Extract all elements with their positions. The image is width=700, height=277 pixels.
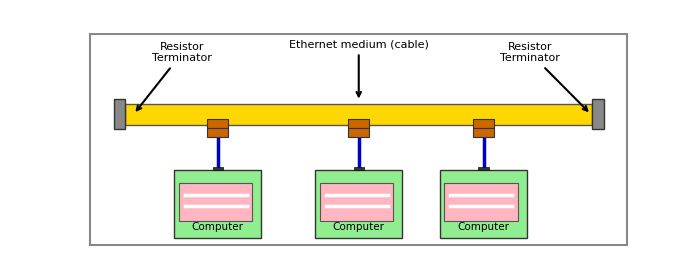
Bar	[178, 183, 253, 221]
Bar	[473, 119, 494, 129]
Bar	[592, 99, 604, 129]
Text: Ethernet medium (cable): Ethernet medium (cable)	[289, 40, 428, 96]
Bar	[213, 167, 223, 170]
Bar	[315, 170, 402, 238]
Text: Resistor
Terminator: Resistor Terminator	[136, 42, 212, 110]
Bar	[113, 99, 125, 129]
Text: Computer: Computer	[458, 222, 510, 232]
Bar	[320, 183, 393, 221]
Text: Resistor
Terminator: Resistor Terminator	[500, 42, 587, 111]
Bar	[473, 129, 494, 137]
Bar	[174, 170, 261, 238]
Bar	[349, 129, 369, 137]
Bar	[354, 167, 364, 170]
Bar	[207, 119, 228, 129]
Bar	[125, 104, 592, 125]
Bar	[349, 119, 369, 129]
Bar	[207, 129, 228, 137]
Bar	[440, 170, 527, 238]
Text: Computer: Computer	[192, 222, 244, 232]
Text: Computer: Computer	[332, 222, 385, 232]
Bar	[444, 183, 518, 221]
Bar	[478, 167, 489, 170]
